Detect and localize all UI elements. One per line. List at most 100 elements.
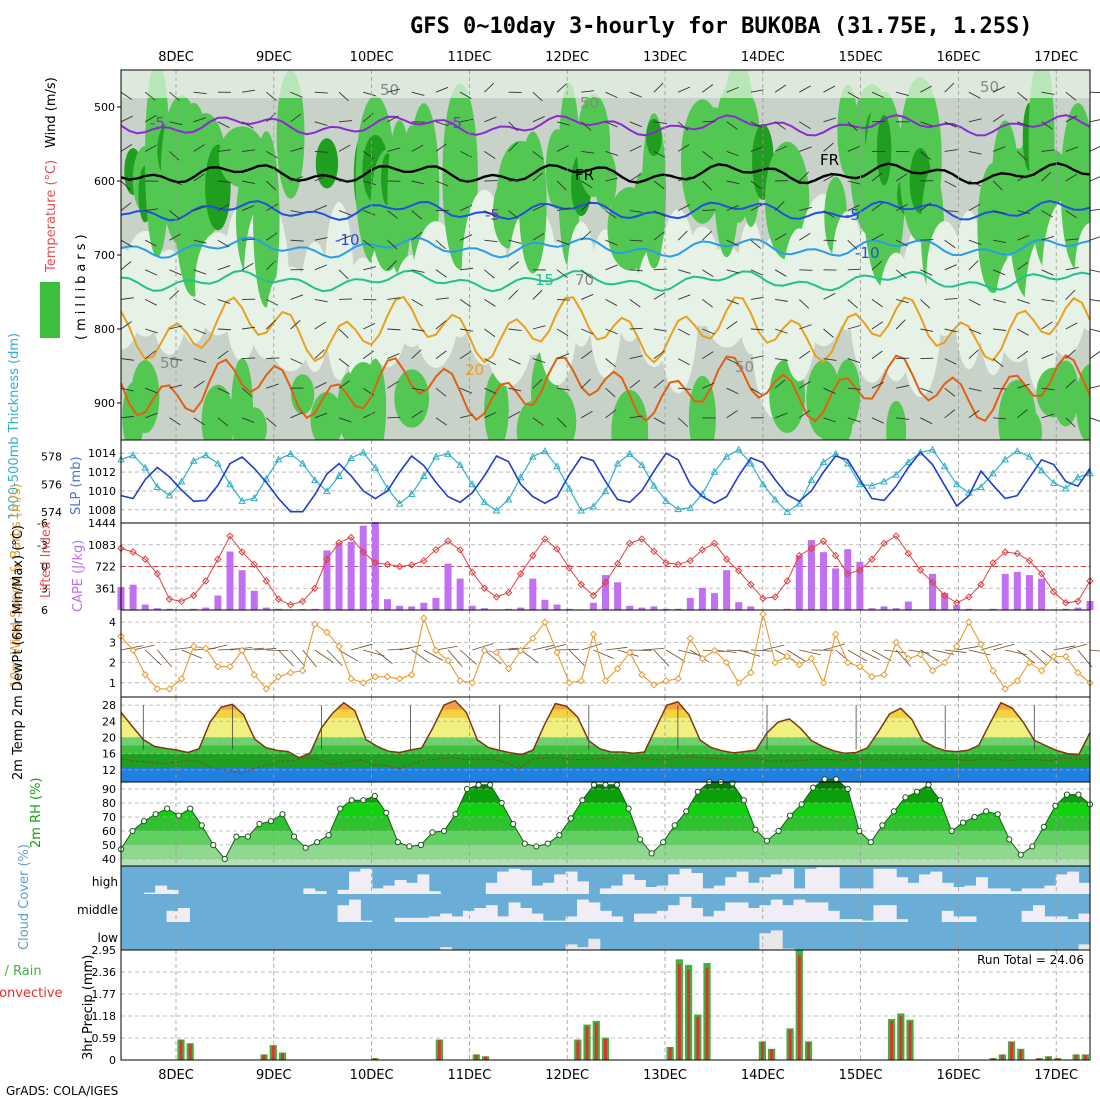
cloud-high-bar <box>508 868 521 894</box>
temp-ylabels: 2m Temp 2m DewPt (6hr Min/Max) (°C) <box>11 525 26 780</box>
thickness-point <box>1001 455 1010 463</box>
rh2m-point <box>763 837 771 844</box>
rh2m-point <box>556 832 563 839</box>
wind10m-barb <box>532 644 555 651</box>
thickness-point <box>650 481 658 489</box>
wind-barb <box>266 203 278 211</box>
wind-barb <box>266 180 277 191</box>
wind-barb <box>1017 383 1030 389</box>
cloud-high-bar <box>554 874 567 894</box>
cloud-middle-bar <box>406 917 418 922</box>
wind-barb <box>242 149 256 152</box>
thickness-point <box>189 456 198 464</box>
cloud-high-bar <box>383 885 396 894</box>
wind10m-point <box>1074 669 1082 677</box>
wind10m-barb <box>992 643 1015 651</box>
run-total-label: Run Total = 24.06 <box>977 953 1084 967</box>
wind-barb <box>435 417 447 426</box>
wind-barb <box>1017 298 1030 304</box>
wind-barb <box>338 380 350 389</box>
wind10m-point <box>262 685 271 693</box>
wind-barb <box>750 121 763 129</box>
wind-barb <box>387 115 400 123</box>
tick-label: 12 <box>102 764 116 777</box>
rh-moist-blob <box>641 113 666 269</box>
tick-label: 578 <box>41 451 62 464</box>
li-point <box>480 584 489 592</box>
date-label-bottom: 10DEC <box>350 1068 394 1083</box>
rh2m-point <box>544 840 551 847</box>
wind-barb <box>629 299 641 308</box>
wind-barb <box>920 269 933 276</box>
wind-barb <box>847 325 861 330</box>
wind-barb <box>1065 379 1076 389</box>
thickness-point <box>407 489 416 497</box>
thickness-point <box>323 487 331 495</box>
thickness-point <box>238 496 246 504</box>
wind10m-point <box>1037 666 1046 675</box>
wind-barb <box>556 353 570 360</box>
wind10m-point <box>1025 658 1034 667</box>
li-point <box>141 555 149 563</box>
wind-barb <box>556 121 570 126</box>
wind-barb <box>290 412 303 419</box>
wind10m-barb <box>750 649 773 652</box>
wind-barb <box>120 202 132 211</box>
tick-label: 2 <box>109 657 116 670</box>
precip-conv-bar <box>1037 1058 1041 1060</box>
wind10m-barb <box>254 648 277 651</box>
cape-bar <box>141 604 149 610</box>
wind-barb <box>435 350 447 359</box>
wind-barb <box>823 174 836 182</box>
cold-band <box>121 767 1090 782</box>
cloud-middle-bar <box>1055 916 1068 922</box>
wind-barb <box>750 146 764 152</box>
precip-conv-bar <box>373 1058 377 1060</box>
wind10m-barb <box>1089 649 1100 652</box>
cloud-middle-bar <box>953 916 966 922</box>
cape-bar <box>420 602 428 610</box>
wind-barb <box>677 204 690 212</box>
rh2m-point <box>671 822 678 829</box>
wind10m-point <box>407 671 416 679</box>
li-point <box>177 597 186 606</box>
wind-barb <box>387 297 401 300</box>
wind10m-point <box>650 681 658 689</box>
cloud-low-bar <box>577 947 589 950</box>
wind-barb <box>895 269 907 279</box>
wind-barb <box>363 210 376 216</box>
wind-barb <box>556 269 568 279</box>
isotherm-line <box>121 354 1090 423</box>
rh-moist-blob-low <box>484 371 509 440</box>
cloud-middle-bar <box>679 896 692 922</box>
precip-conv-bar <box>899 1015 903 1060</box>
wind10m-point <box>977 640 985 649</box>
cloud-high-bar <box>759 877 772 894</box>
wind-barb <box>242 326 256 330</box>
wind-barb <box>556 239 570 246</box>
wind-barb <box>677 121 689 131</box>
wind10m-barb <box>1053 645 1076 651</box>
upper-ylabels: RH (%) Temperature (°C) Wind (m/s) (mill… <box>40 77 89 362</box>
wind-barb <box>508 289 519 300</box>
li-point <box>601 578 610 587</box>
wind-barb <box>362 387 375 396</box>
rh2m-point <box>625 805 632 812</box>
wind10m-barb <box>884 649 906 654</box>
wind-barb <box>580 378 591 389</box>
wind-barb <box>968 298 981 306</box>
isotherm-line <box>121 162 1090 185</box>
wind-barb <box>920 417 933 425</box>
cloud-middle-bar <box>862 920 874 922</box>
wind10m-point <box>504 664 513 673</box>
wind10m-point <box>953 642 961 651</box>
wind10m-point <box>189 642 198 651</box>
wind10m-point <box>844 658 852 667</box>
li-point <box>250 560 258 569</box>
cape-bar <box>807 540 815 610</box>
wind-barb <box>678 387 692 390</box>
wind10m-barb <box>956 646 979 651</box>
wind-barb <box>677 144 690 152</box>
thickness-point <box>892 470 901 478</box>
wind-barb <box>968 409 980 419</box>
